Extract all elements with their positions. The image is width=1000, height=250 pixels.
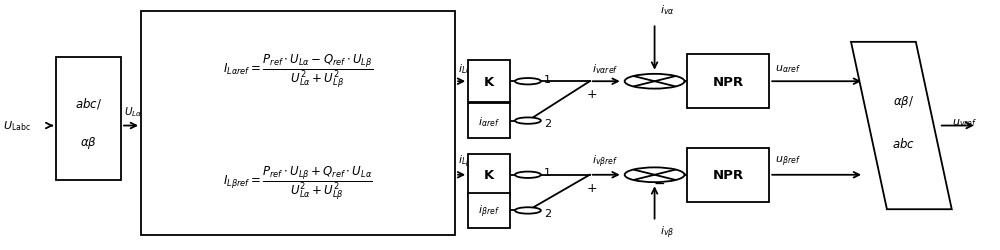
Text: $-$: $-$	[653, 175, 666, 189]
Text: NPR: NPR	[713, 168, 744, 181]
Text: +: +	[586, 181, 597, 194]
Text: $abc/$: $abc/$	[75, 95, 102, 110]
Text: 1: 1	[544, 168, 551, 177]
Text: $abc$: $abc$	[892, 136, 915, 150]
Text: $-$: $-$	[653, 68, 666, 82]
Circle shape	[625, 168, 684, 182]
Text: $U_{L\alpha\beta}$: $U_{L\alpha\beta}$	[124, 105, 147, 120]
Text: $u_{\beta ref}$: $u_{\beta ref}$	[775, 154, 801, 169]
FancyBboxPatch shape	[56, 58, 121, 180]
Text: NPR: NPR	[713, 76, 744, 88]
FancyBboxPatch shape	[141, 12, 455, 235]
Text: 2: 2	[544, 118, 551, 128]
Circle shape	[515, 208, 541, 214]
Circle shape	[515, 118, 541, 124]
Text: $i_{L\alpha ref}$: $i_{L\alpha ref}$	[458, 62, 484, 75]
Polygon shape	[851, 43, 952, 209]
Text: $i_{\beta ref}$: $i_{\beta ref}$	[478, 202, 500, 219]
Text: $i_{v\alpha ref}$: $i_{v\alpha ref}$	[592, 62, 618, 75]
Text: +: +	[586, 88, 597, 101]
FancyBboxPatch shape	[468, 104, 510, 138]
Text: $I_{L\alpha ref}=\dfrac{P_{ref}\cdot U_{L\alpha}-Q_{ref}\cdot U_{L\beta}}{U^2_{L: $I_{L\alpha ref}=\dfrac{P_{ref}\cdot U_{…	[223, 52, 373, 90]
Text: $P_{\rm ref}$: $P_{\rm ref}$	[214, 10, 233, 24]
Text: $i_{L\beta ref}$: $i_{L\beta ref}$	[458, 154, 484, 170]
FancyBboxPatch shape	[468, 61, 510, 103]
FancyBboxPatch shape	[687, 148, 769, 202]
Text: $i_{v\alpha}$: $i_{v\alpha}$	[660, 3, 674, 16]
Text: $\alpha\beta/$: $\alpha\beta/$	[893, 94, 914, 110]
Circle shape	[625, 74, 684, 89]
Text: $\mathbf{K}$: $\mathbf{K}$	[483, 76, 495, 88]
Circle shape	[515, 172, 541, 178]
FancyBboxPatch shape	[687, 55, 769, 109]
Text: $Q_{\rm ref}$: $Q_{\rm ref}$	[214, 53, 235, 67]
FancyBboxPatch shape	[468, 154, 510, 196]
Circle shape	[515, 79, 541, 85]
Text: $i_{\alpha ref}$: $i_{\alpha ref}$	[478, 114, 500, 128]
Text: $u_{vref}$: $u_{vref}$	[952, 116, 977, 128]
Text: $U_{\rm Labc}$: $U_{\rm Labc}$	[3, 119, 31, 133]
Text: $i_{v\beta ref}$: $i_{v\beta ref}$	[592, 154, 618, 170]
Text: 1: 1	[544, 74, 551, 85]
Text: 2: 2	[544, 208, 551, 218]
Text: $\alpha\beta$: $\alpha\beta$	[80, 134, 97, 150]
Text: $i_{v\beta}$: $i_{v\beta}$	[660, 223, 674, 240]
FancyBboxPatch shape	[468, 194, 510, 228]
Text: $\mathbf{K}$: $\mathbf{K}$	[483, 168, 495, 181]
Text: $I_{L\beta ref}=\dfrac{P_{ref}\cdot U_{L\beta}+Q_{ref}\cdot U_{L\alpha}}{U^2_{L\: $I_{L\beta ref}=\dfrac{P_{ref}\cdot U_{L…	[223, 164, 373, 201]
Text: $u_{\alpha ref}$: $u_{\alpha ref}$	[775, 62, 801, 74]
